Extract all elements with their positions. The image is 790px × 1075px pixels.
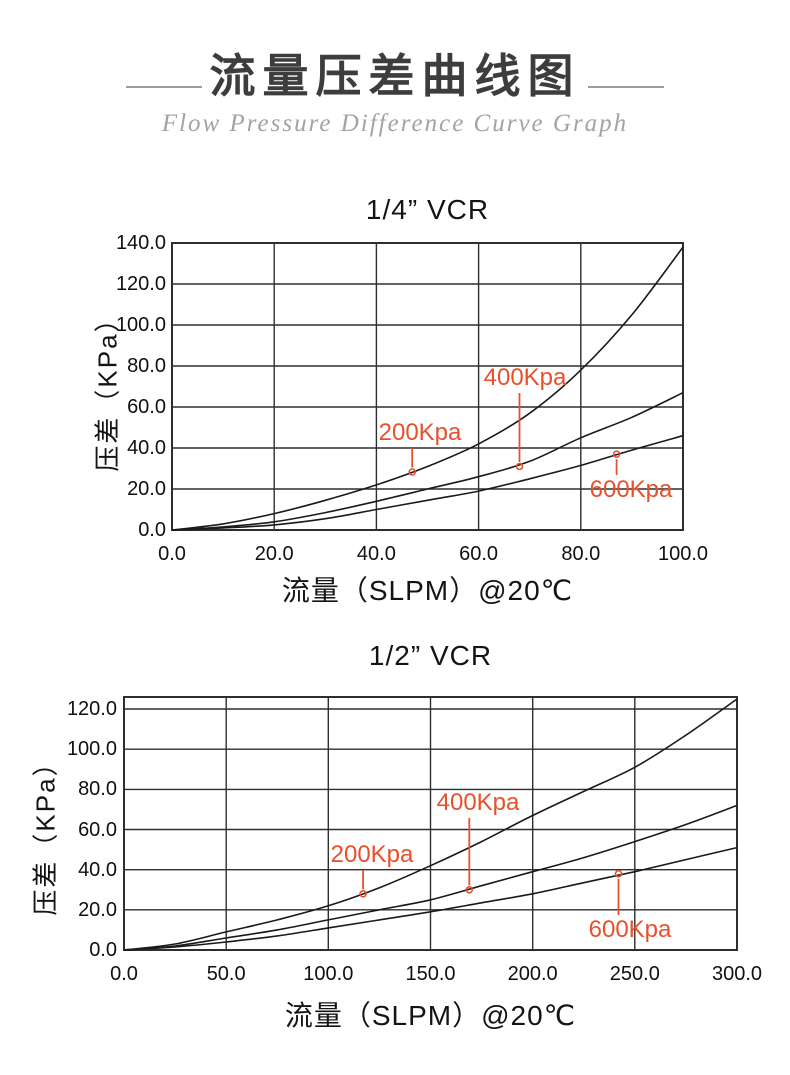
- title-decor-line-right: [588, 86, 664, 88]
- annotation-label-200Kpa: 200Kpa: [378, 419, 462, 446]
- annotation-label-600Kpa: 600Kpa: [588, 916, 672, 943]
- curve-600Kpa: [171, 434, 684, 531]
- annotation-label-400Kpa: 400Kpa: [436, 789, 520, 816]
- x-tick-label: 60.0: [459, 543, 499, 565]
- y-tick-label: 60.0: [78, 818, 117, 841]
- plot-border: [123, 696, 738, 951]
- annotation-marker-200Kpa: [359, 890, 367, 898]
- y-tick-label: 60.0: [127, 396, 166, 418]
- x-tick-label: 0.0: [158, 543, 186, 565]
- y-tick-label: 120.0: [115, 273, 166, 295]
- x-tick-label: 250.0: [609, 963, 660, 985]
- x-tick-label: 50.0: [206, 963, 246, 985]
- annotation-label-400Kpa: 400Kpa: [483, 364, 567, 391]
- y-tick-label: 40.0: [78, 858, 117, 881]
- annotation-label-200Kpa: 200Kpa: [330, 841, 414, 868]
- annotation-marker-400Kpa: [465, 886, 474, 894]
- y-tick-label: 100.0: [66, 738, 117, 761]
- x-tick-label: 0.0: [110, 963, 138, 985]
- x-tick-label: 150.0: [405, 963, 456, 985]
- x-tick-label: 100.0: [303, 963, 354, 985]
- page-subtitle: Flow Pressure Difference Curve Graph: [161, 110, 629, 137]
- y-tick-label: 120.0: [66, 698, 117, 721]
- chart2-plot-area: [123, 696, 738, 951]
- plot-border: [171, 242, 684, 531]
- x-tick-label: 20.0: [254, 543, 294, 565]
- chart1-x-axis-label: 流量（SLPM）@20℃: [281, 575, 574, 606]
- y-tick-label: 80.0: [78, 778, 117, 801]
- y-tick-label: 20.0: [127, 478, 166, 500]
- annotation-marker-400Kpa: [515, 462, 524, 471]
- chart1-title: 1/4” VCR: [365, 194, 490, 225]
- curve-600Kpa: [123, 846, 738, 951]
- y-tick-label: 0.0: [89, 939, 117, 961]
- curve-200Kpa: [123, 698, 738, 951]
- x-tick-label: 40.0: [356, 543, 396, 565]
- annotation-marker-600Kpa: [614, 869, 623, 878]
- annotation-marker-600Kpa: [612, 450, 621, 458]
- curve-200Kpa: [171, 246, 684, 531]
- chart1-plot-area: [171, 242, 684, 531]
- annotation-marker-200Kpa: [408, 468, 416, 476]
- x-tick-label: 80.0: [561, 543, 601, 565]
- x-tick-label: 300.0: [711, 963, 763, 985]
- annotation-label-600Kpa: 600Kpa: [589, 476, 673, 503]
- y-tick-label: 20.0: [78, 898, 117, 921]
- x-tick-label: 200.0: [507, 963, 558, 985]
- y-tick-label: 0.0: [138, 519, 166, 541]
- page-title: 流量压差曲线图: [209, 50, 581, 102]
- x-tick-label: 100.0: [657, 543, 709, 565]
- y-tick-label: 140.0: [115, 232, 166, 254]
- chart2-x-axis-label: 流量（SLPM）@20℃: [284, 1000, 577, 1031]
- y-tick-label: 80.0: [127, 355, 166, 377]
- y-tick-label: 40.0: [127, 437, 166, 459]
- y-tick-label: 100.0: [115, 314, 166, 336]
- curve-400Kpa: [123, 804, 738, 951]
- curve-400Kpa: [171, 391, 684, 531]
- title-decor-line-left: [126, 86, 202, 88]
- chart2-title: 1/2” VCR: [368, 640, 493, 671]
